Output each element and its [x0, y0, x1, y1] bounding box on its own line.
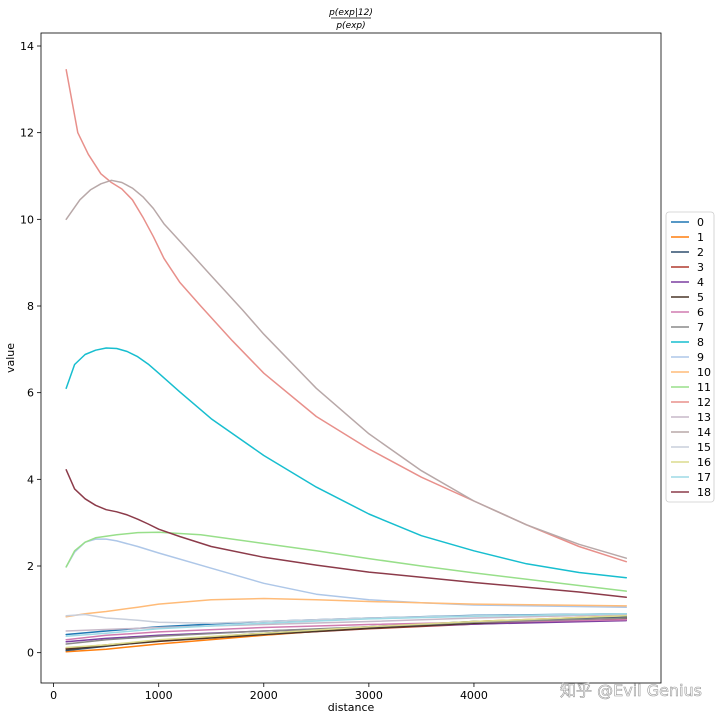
- x-tick-label: 4000: [460, 689, 488, 702]
- series-line-13: [65, 613, 628, 632]
- y-tick-label: 12: [20, 127, 34, 140]
- legend-label-14: 14: [697, 426, 711, 439]
- series-lines: [65, 69, 628, 653]
- series-line-18: [65, 469, 628, 598]
- x-axis-ticks: 0 1000 2000 3000 4000: [50, 683, 488, 702]
- legend-label-8: 8: [697, 336, 704, 349]
- legend-label-5: 5: [697, 291, 704, 304]
- y-tick-label: 6: [27, 387, 34, 400]
- y-tick-label: 0: [27, 647, 34, 660]
- legend-label-6: 6: [697, 306, 704, 319]
- legend-label-7: 7: [697, 321, 704, 334]
- y-axis-ticks: 0 2 4 6 8 10 12 14: [20, 40, 41, 660]
- legend-label-10: 10: [697, 366, 711, 379]
- legend-label-11: 11: [697, 381, 711, 394]
- y-tick-label: 10: [20, 213, 34, 226]
- series-line-14: [65, 179, 628, 559]
- legend-label-1: 1: [697, 231, 704, 244]
- series-line-8: [65, 347, 628, 579]
- legend-label-17: 17: [697, 471, 711, 484]
- y-tick-label: 14: [20, 40, 34, 53]
- legend-label-12: 12: [697, 396, 711, 409]
- series-line-11: [65, 531, 628, 592]
- legend-label-2: 2: [697, 246, 704, 259]
- x-tick-label: 2000: [250, 689, 278, 702]
- x-tick-label: 3000: [355, 689, 383, 702]
- x-tick-label: 1000: [145, 689, 173, 702]
- chart-title-numerator: p(exp|12): [328, 8, 373, 18]
- legend-label-9: 9: [697, 351, 704, 364]
- legend-label-18: 18: [697, 486, 711, 499]
- legend-label-16: 16: [697, 456, 711, 469]
- legend-label-4: 4: [697, 276, 704, 289]
- plot-area: [40, 32, 662, 684]
- legend-label-13: 13: [697, 411, 711, 424]
- y-tick-label: 4: [27, 473, 34, 486]
- series-line-5: [65, 617, 628, 650]
- y-tick-label: 8: [27, 300, 34, 313]
- series-line-17: [65, 612, 628, 637]
- x-tick-label: 0: [50, 689, 57, 702]
- legend-label-15: 15: [697, 441, 711, 454]
- series-line-12: [65, 69, 628, 563]
- legend-label-3: 3: [697, 261, 704, 274]
- legend-box: [665, 211, 715, 503]
- chart-title-denominator: p(exp): [335, 21, 365, 31]
- series-line-16: [65, 615, 628, 649]
- series-line-10: [65, 597, 628, 618]
- y-tick-label: 2: [27, 560, 34, 573]
- x-axis-label: distance: [328, 701, 375, 714]
- chart-title: p(exp|12) p(exp): [328, 8, 373, 31]
- y-axis-label: value: [4, 343, 17, 373]
- legend-label-0: 0: [697, 216, 704, 229]
- series-line-7: [65, 617, 628, 645]
- watermark-text: 知乎 @Evil Genius: [560, 681, 702, 700]
